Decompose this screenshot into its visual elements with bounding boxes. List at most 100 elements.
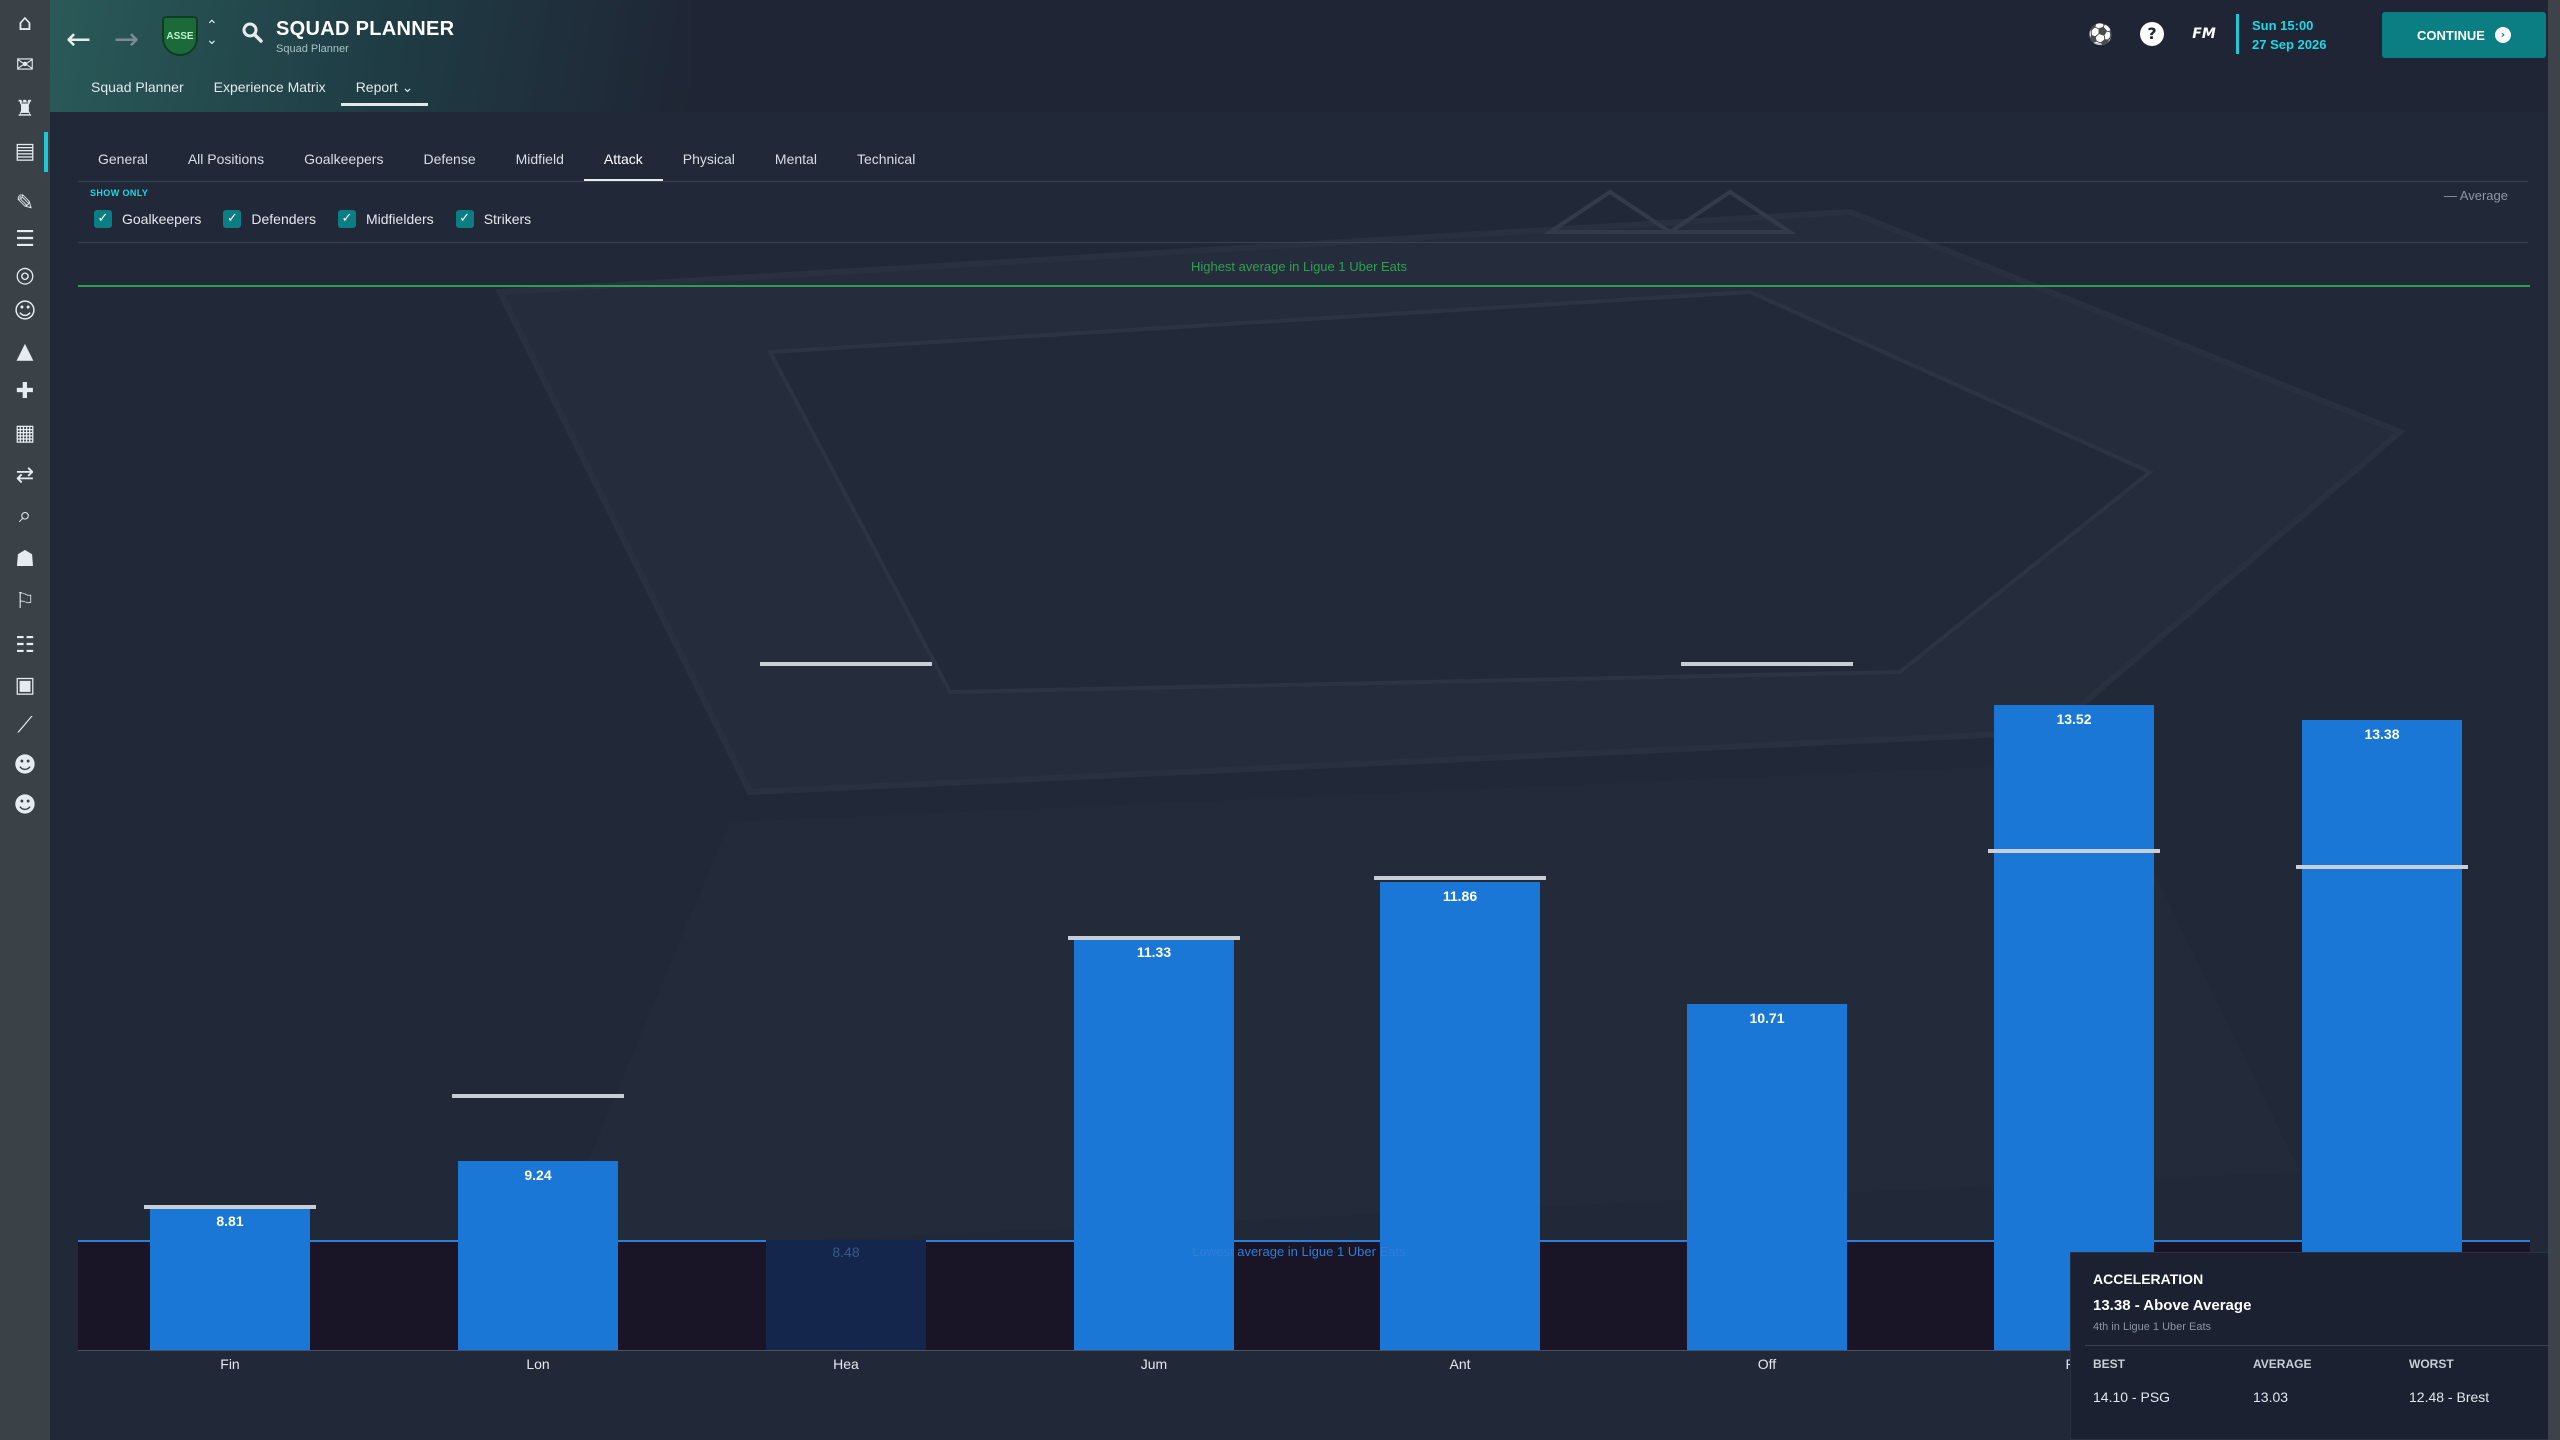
tooltip-value: 13.38 - Above Average: [2093, 1297, 2252, 1314]
filter-strikers[interactable]: ✓ Strikers: [455, 210, 532, 228]
tooltip-title: ACCELERATION: [2093, 1271, 2204, 1287]
bar-ant[interactable]: [1380, 881, 1540, 1350]
date-day: 27 Sep 2026: [2252, 37, 2327, 52]
left-dock: ⌂ ✉ ♜ ▤ ✎ ☰ ◎ ☺ ▲ ✚ ▦ ⇄ ⌕ ☗ ⚐ ☷ ▣ ⟋ ☻ ☻: [0, 0, 50, 1440]
page-subtitle: Squad Planner: [276, 43, 349, 55]
continue-label: CONTINUE: [2417, 27, 2485, 43]
filter-defenders[interactable]: ✓ Defenders: [223, 210, 316, 228]
date-separator: [2236, 14, 2239, 54]
help-icon[interactable]: ?: [2140, 22, 2164, 46]
club-crest-icon[interactable]: ⚽: [2088, 22, 2113, 46]
x-axis-label: Off: [1757, 1356, 1777, 1372]
bar-value-label: 13.38: [2364, 725, 2400, 742]
filter-label: Midfielders: [365, 211, 434, 227]
average-marker: [1374, 875, 1546, 880]
subnav: Squad Planner Experience Matrix Report ⌄: [76, 78, 429, 108]
scouting-icon[interactable]: ▲: [16, 339, 34, 364]
bar-fin[interactable]: [150, 1206, 310, 1350]
staff-icon[interactable]: ☺: [13, 299, 37, 324]
filter-label: Goalkeepers: [122, 211, 202, 227]
tab-attack[interactable]: Attack: [583, 144, 663, 182]
active-indicator: [44, 132, 48, 172]
bar-value-label: 11.33: [1136, 944, 1172, 961]
checkbox-checked-icon[interactable]: ✓: [94, 210, 112, 228]
bar-value-label: 9.24: [524, 1167, 552, 1184]
tooltip-worst: WORST 12.48 - Brest: [2409, 1357, 2489, 1405]
bar-acceleration[interactable]: [2302, 719, 2462, 1350]
continue-arrow-icon: ›: [2494, 27, 2511, 43]
x-axis-label: Ant: [1449, 1356, 1471, 1372]
people-icon[interactable]: ☻: [13, 793, 37, 818]
club-switch-chevrons-icon[interactable]: ⌃ ⌄: [206, 17, 218, 47]
fm-logo[interactable]: FM: [2192, 26, 2216, 42]
inbox-icon[interactable]: ✉: [15, 53, 35, 78]
tab-technical[interactable]: Technical: [856, 151, 916, 167]
analytics-icon[interactable]: ⟋: [17, 713, 33, 738]
average-marker: [144, 1204, 316, 1209]
bar-value-label: 11.86: [1442, 887, 1478, 904]
data-hub-icon[interactable]: ▣: [14, 673, 36, 698]
medical-icon[interactable]: ✚: [15, 379, 35, 404]
bar-hea[interactable]: [766, 1240, 926, 1350]
highest-average-line: [78, 285, 2530, 287]
manager-icon[interactable]: ☻: [13, 753, 37, 778]
tooltip-average-value: 13.03: [2253, 1389, 2289, 1405]
club-badge[interactable]: ASSE: [162, 16, 198, 56]
forward-arrow-icon[interactable]: →: [114, 22, 140, 57]
subnav-squad-planner[interactable]: Squad Planner: [91, 79, 184, 95]
club-vision-icon[interactable]: ☗: [15, 547, 35, 572]
tab-midfield[interactable]: Midfield: [515, 151, 564, 167]
average-marker: [452, 1094, 624, 1099]
transfers-icon[interactable]: ⇄: [15, 463, 35, 488]
squad-planner-icon[interactable]: ▤: [14, 139, 36, 164]
average-marker: [1068, 936, 1240, 941]
schedule-icon[interactable]: ▦: [14, 421, 36, 446]
bar-pa[interactable]: [1994, 704, 2154, 1350]
date-time: Sun 15:00: [2252, 18, 2314, 33]
bar-off[interactable]: [1687, 1004, 1847, 1350]
continue-button[interactable]: CONTINUE ›: [2382, 12, 2546, 58]
tab-defense[interactable]: Defense: [423, 151, 476, 167]
training-icon[interactable]: ◎: [15, 263, 35, 288]
x-axis-label: Fin: [220, 1356, 240, 1372]
filter-label: Defenders: [251, 211, 316, 227]
checkbox-checked-icon[interactable]: ✓: [337, 210, 356, 228]
lowest-average-label: Lowest average in Ligue 1 Uber Eats: [1192, 1244, 1406, 1259]
dynamics-icon[interactable]: ☰: [15, 227, 35, 252]
x-axis-label: Jum: [1140, 1356, 1168, 1372]
tab-all-positions[interactable]: All Positions: [187, 151, 265, 167]
squad-icon[interactable]: ♜: [15, 97, 35, 122]
back-arrow-icon[interactable]: ←: [66, 22, 92, 57]
filter-midfielders[interactable]: ✓ Midfielders: [337, 210, 434, 228]
finances-icon[interactable]: ⚐: [15, 589, 35, 614]
subnav-report[interactable]: Report ⌄: [340, 78, 429, 106]
development-icon[interactable]: ☷: [15, 633, 35, 658]
bar-jum[interactable]: [1074, 938, 1234, 1350]
tooltip-rank: 4th in Ligue 1 Uber Eats: [2093, 1321, 2212, 1333]
search-icon[interactable]: [240, 20, 264, 44]
main-panel: General All Positions Goalkeepers Defens…: [50, 112, 2548, 1440]
checkbox-checked-icon[interactable]: ✓: [223, 210, 242, 228]
right-edge-strip: [2548, 0, 2560, 1440]
tabs-divider: [78, 181, 2528, 182]
filter-label: Strikers: [483, 211, 532, 227]
tab-mental[interactable]: Mental: [774, 151, 817, 167]
tab-physical[interactable]: Physical: [682, 151, 735, 167]
subnav-experience-matrix[interactable]: Experience Matrix: [213, 79, 326, 95]
home-icon[interactable]: ⌂: [18, 11, 32, 36]
average-legend: — Average: [2443, 188, 2508, 203]
checkbox-checked-icon[interactable]: ✓: [455, 210, 474, 228]
header-gradient: [50, 0, 690, 112]
bar-value-label: 13.52: [2056, 710, 2092, 727]
tab-general[interactable]: General: [98, 151, 148, 167]
tooltip-best-label: BEST: [2093, 1357, 2126, 1371]
tactics-icon[interactable]: ✎: [15, 191, 35, 216]
average-marker: [1681, 662, 1853, 667]
bar-lon[interactable]: [458, 1161, 618, 1350]
filter-goalkeepers[interactable]: ✓ Goalkeepers: [94, 210, 201, 228]
average-marker: [760, 662, 932, 667]
tab-goalkeepers[interactable]: Goalkeepers: [304, 151, 384, 167]
tooltip-average-label: AVERAGE: [2253, 1357, 2312, 1371]
average-marker: [1988, 848, 2160, 853]
search-scout-icon[interactable]: ⌕: [18, 503, 32, 528]
